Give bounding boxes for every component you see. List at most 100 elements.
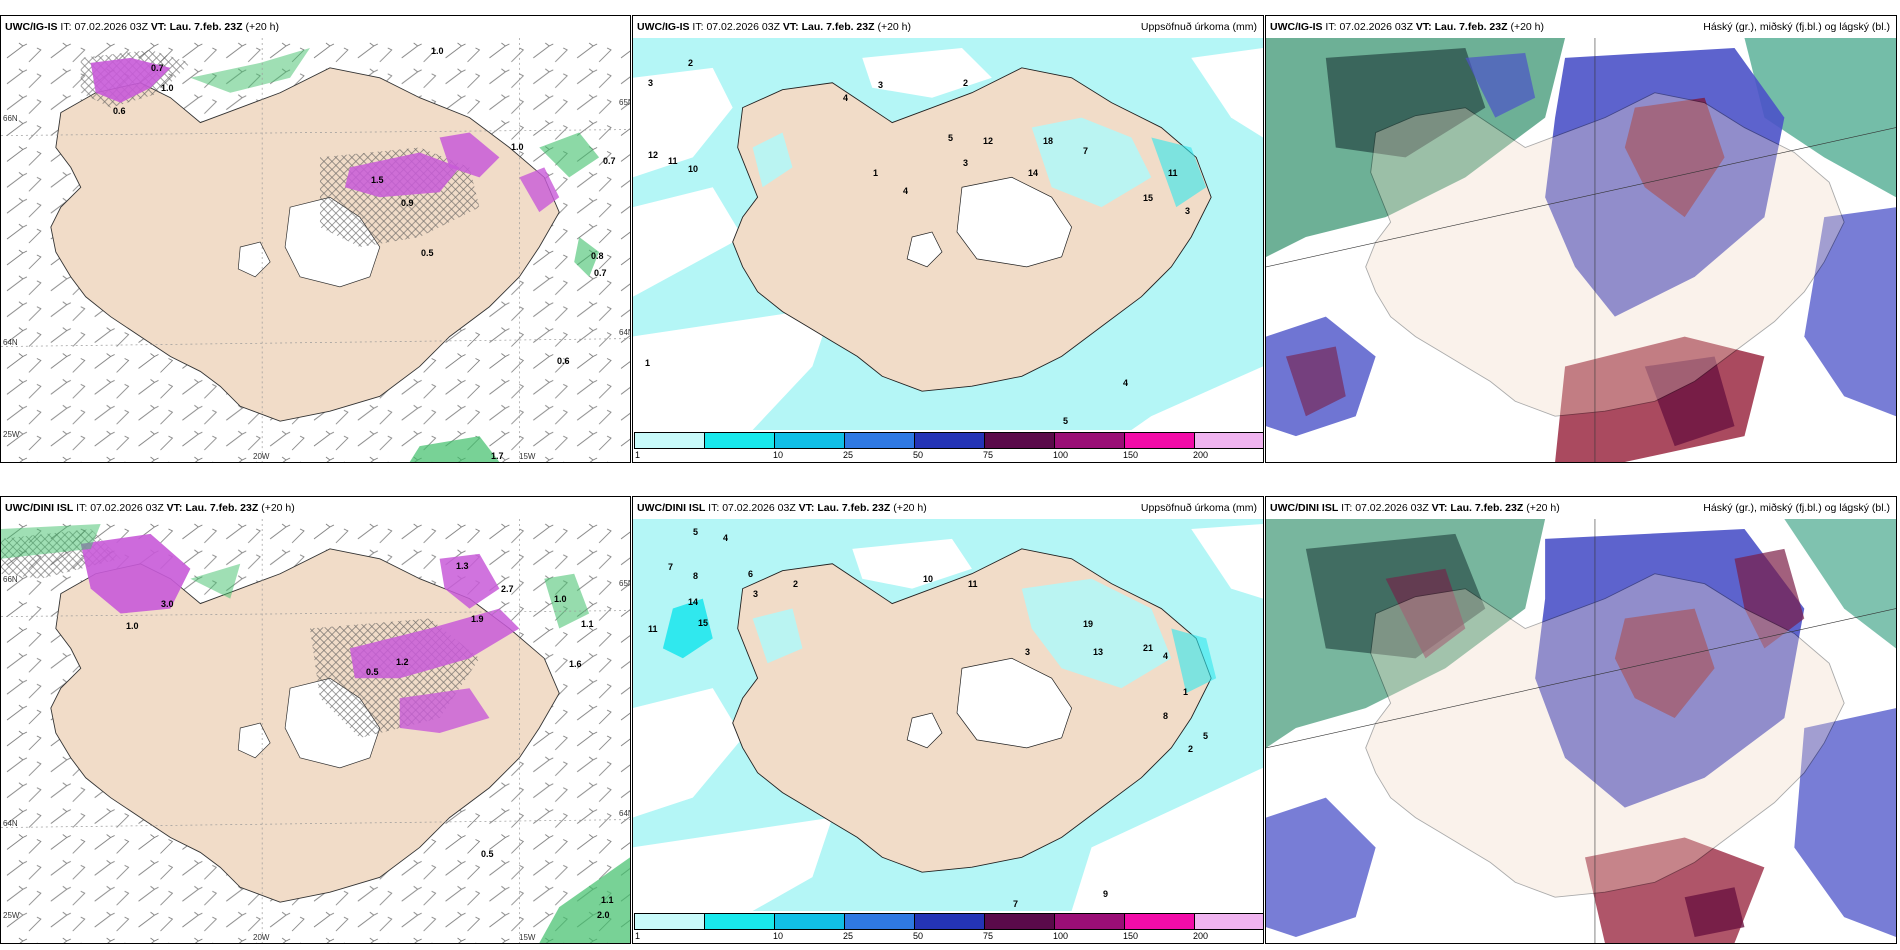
map-value-label: 8 (693, 571, 699, 581)
vt-value: Lau. 7.feb. 23Z (169, 21, 243, 33)
vt-value: Lau. 7.feb. 23Z (185, 502, 259, 514)
colorbar-label: 150 (1123, 931, 1139, 941)
lon-label: 15W (519, 452, 536, 461)
panel-top-middle: UWC/IG-IS IT: 07.02.2026 03Z VT: Lau. 7.… (632, 15, 1264, 463)
it-label: IT: (1341, 502, 1353, 514)
lat-label: 66N (3, 114, 18, 123)
it-value: 07.02.2026 03Z (722, 502, 796, 514)
map-value-label: 3 (878, 80, 884, 90)
colorbar-swatch (844, 432, 915, 449)
map-canvas (633, 519, 1263, 911)
panel-header: UWC/DINI ISL IT: 07.02.2026 03Z VT: Lau.… (633, 497, 1263, 519)
it-label: IT: (60, 21, 72, 33)
colorbar-label: 50 (913, 450, 924, 460)
map-cloud-cover[interactable] (1266, 519, 1896, 943)
map-value-label: 0.5 (481, 849, 494, 859)
colorbar-swatch (1194, 913, 1263, 930)
lat-label: 65N (619, 579, 630, 588)
colorbar-label: 75 (983, 450, 994, 460)
map-value-label: 0.6 (113, 106, 126, 116)
map-cloud-cover[interactable] (1266, 38, 1896, 462)
map-value-label: 0.8 (591, 251, 604, 261)
map-value-label: 1.1 (601, 895, 614, 905)
vt-label: VT: (1415, 21, 1432, 33)
map-value-label: 4 (903, 186, 909, 196)
colorbar-label: 25 (843, 450, 854, 460)
lead-time: (+20 h) (893, 502, 927, 514)
map-value-label: 6 (748, 569, 754, 579)
lon-label: 20W (253, 452, 270, 461)
map-value-label: 1.3 (456, 561, 469, 571)
map-value-label: 1.0 (431, 46, 444, 56)
colorbar-swatch (774, 432, 845, 449)
map-value-label: 11 (1168, 168, 1178, 178)
iceland-land (1365, 92, 1845, 417)
it-value: 07.02.2026 03Z (74, 21, 148, 33)
map-value-label: 0.7 (603, 156, 616, 166)
map-snow-wind[interactable]: 20W 15W 25W 66N 64N 65N 64N 1.3 1.0 1.1 1.6… (1, 519, 630, 943)
panel-header: UWC/DINI ISL IT: 07.02.2026 03Z VT: Lau.… (1, 497, 630, 519)
map-canvas (1, 519, 630, 943)
map-value-label: 3 (1025, 647, 1031, 657)
model-name: UWC/IG-IS (637, 21, 690, 33)
map-value-label: 0.7 (594, 268, 607, 278)
colorbar-swatch (634, 432, 705, 449)
map-value-label: 2.0 (597, 910, 610, 920)
it-label: IT: (76, 502, 88, 514)
map-value-label: 5 (1063, 416, 1069, 426)
model-name: UWC/IG-IS (1270, 21, 1323, 33)
map-value-label: 4 (843, 93, 849, 103)
map-precipitation[interactable]: 5 4 7 8 14 15 11 3 2 6 10 11 19 13 21 4 1 8 5 2 3 7 9 (633, 519, 1263, 911)
colorbar-swatch (1124, 432, 1195, 449)
map-canvas (1266, 38, 1896, 462)
model-name: UWC/DINI ISL (637, 502, 706, 514)
map-precipitation[interactable]: 2312111043214351218147111531254 (633, 38, 1263, 446)
panel-right-title: Uppsöfnuð úrkoma (mm) (1140, 21, 1257, 33)
lead-time: (+20 h) (245, 21, 280, 33)
lon-label: 25W (3, 430, 20, 439)
map-value-label: 7 (1083, 146, 1089, 156)
lead-time: (+20 h) (1510, 21, 1545, 33)
lat-label: 64N (3, 819, 18, 828)
map-value-label: 8 (1163, 711, 1169, 721)
colorbar-label: 10 (773, 450, 784, 460)
vt-value: Lau. 7.feb. 23Z (801, 21, 875, 33)
colorbar-label: 75 (983, 931, 994, 941)
colorbar-swatch (1124, 913, 1195, 930)
map-value-label: 3 (963, 158, 969, 168)
it-value: 07.02.2026 03Z (1355, 502, 1429, 514)
map-value-label: 0.9 (401, 198, 414, 208)
colorbar-label: 25 (843, 931, 854, 941)
colorbar-label: 150 (1123, 450, 1139, 460)
it-value: 07.02.2026 03Z (1339, 21, 1413, 33)
map-value-label: 0.7 (151, 63, 164, 73)
map-value-label: 4 (1163, 651, 1169, 661)
map-snow-wind[interactable]: 20W 15W 25W 66N 64N 65N 64N 1.0 0.7 0.8 0.7… (1, 38, 630, 462)
colorbar-swatch (1194, 432, 1263, 449)
colorbar-swatch (984, 432, 1055, 449)
lon-label: 20W (253, 933, 270, 942)
lead-time: (+20 h) (1526, 502, 1560, 514)
it-label: IT: (708, 502, 720, 514)
vt-label: VT: (782, 21, 799, 33)
colorbar-label: 100 (1053, 931, 1069, 941)
map-value-label: 0.5 (421, 248, 434, 258)
colorbar-swatch (844, 913, 915, 930)
map-value-label: 1.0 (554, 594, 567, 604)
colorbar-swatch (914, 432, 985, 449)
lat-label: 64N (619, 328, 630, 337)
map-value-label: 19 (1083, 619, 1094, 629)
colorbar-label: 100 (1053, 450, 1069, 460)
panel-right-title: Háský (gr.), miðský (fj.bl.) og lágský (… (1703, 21, 1890, 33)
map-canvas (633, 38, 1263, 430)
map-value-label: 13 (1093, 647, 1104, 657)
colorbar-swatch (704, 432, 775, 449)
map-value-label: 10 (923, 574, 934, 584)
colorbar-swatch (984, 913, 1055, 930)
panel-header: UWC/IG-IS IT: 07.02.2026 03Z VT: Lau. 7.… (1, 16, 630, 38)
map-value-label: 3 (1185, 206, 1191, 216)
map-value-label: 12 (983, 136, 994, 146)
map-value-label: 1.2 (396, 657, 409, 667)
model-name: UWC/IG-IS (5, 21, 58, 33)
map-value-label: 0.5 (366, 667, 379, 677)
